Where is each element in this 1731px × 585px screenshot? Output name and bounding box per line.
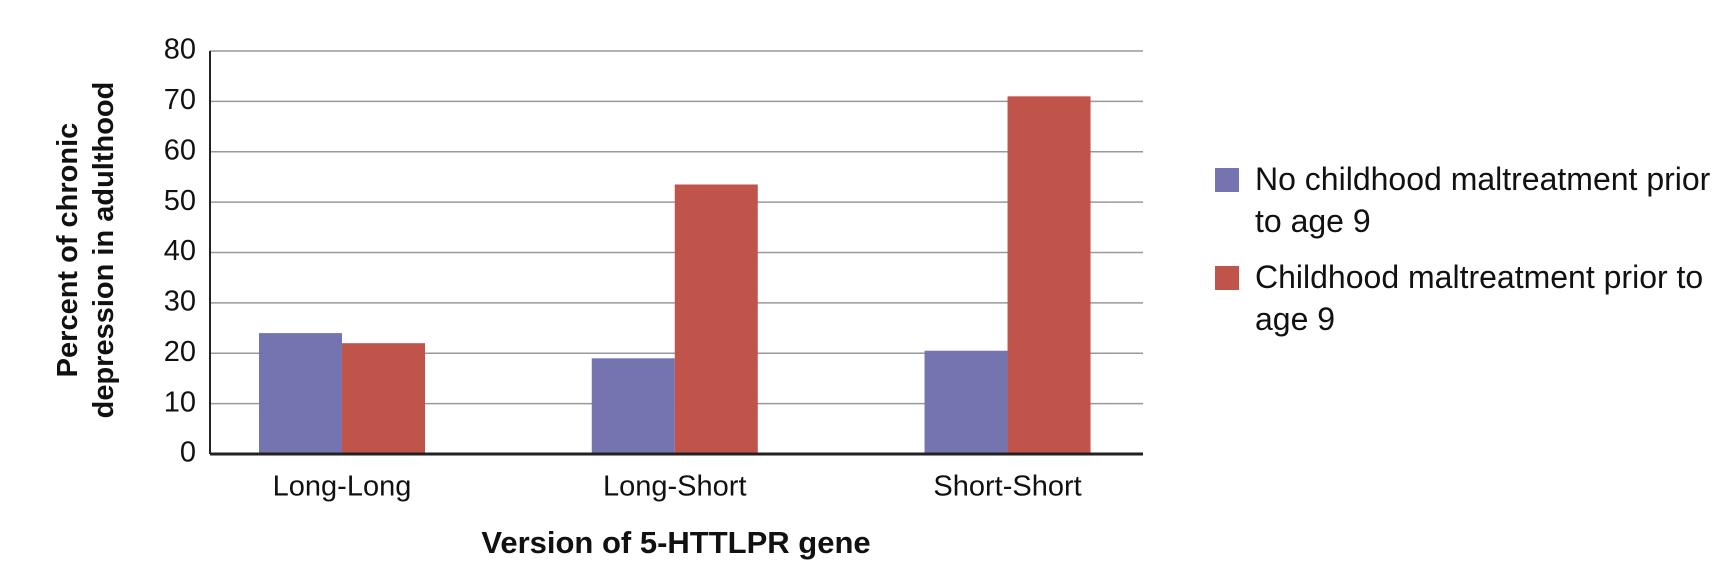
bar: [1007, 96, 1091, 455]
x-tick-label: Short-Short: [933, 471, 1081, 503]
legend-label: Childhood maltreatment prior to age 9: [1255, 259, 1704, 337]
x-tick-label: Long-Short: [603, 471, 747, 503]
y-tick-label: 80: [164, 34, 196, 66]
y-tick-label: 0: [180, 437, 196, 469]
legend-item: Childhood maltreatment prior to age 9: [1215, 256, 1725, 340]
legend-swatch: [1215, 168, 1239, 192]
legend-swatch: [1215, 266, 1239, 290]
legend: No childhood maltreatment prior to age 9…: [1215, 158, 1725, 354]
bar: [591, 358, 675, 454]
y-tick-label: 40: [164, 235, 196, 267]
legend-item: No childhood maltreatment prior to age 9: [1215, 158, 1725, 242]
y-axis-title: Percent of chronic depression in adultho…: [52, 81, 120, 419]
y-tick-label: 70: [164, 84, 196, 116]
y-tick-label: 50: [164, 185, 196, 217]
bar: [674, 184, 758, 454]
y-tick-label: 10: [164, 386, 196, 418]
bar: [259, 333, 342, 454]
y-tick-label: 30: [164, 286, 196, 318]
y-tick-label: 60: [164, 134, 196, 166]
x-tick-label: Long-Long: [273, 471, 412, 503]
legend-label: No childhood maltreatment prior to age 9: [1255, 161, 1711, 239]
bar: [342, 343, 425, 454]
y-tick-label: 20: [164, 336, 196, 368]
bar: [924, 350, 1008, 454]
x-axis-title: Version of 5-HTTLPR gene: [481, 525, 870, 560]
